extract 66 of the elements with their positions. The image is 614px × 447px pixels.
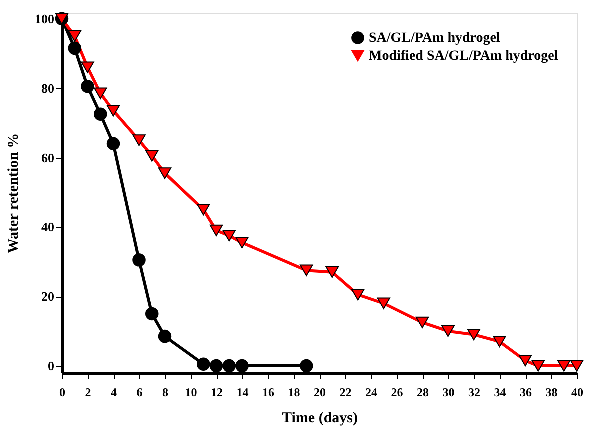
- point: [352, 289, 365, 301]
- y-tick-label: 40: [42, 220, 54, 235]
- point: [81, 80, 94, 94]
- x-tick-label: 24: [366, 386, 378, 400]
- point: [416, 316, 430, 328]
- point: [442, 326, 455, 338]
- x-tick-label: 20: [314, 386, 326, 400]
- x-tick-label: 30: [442, 386, 455, 400]
- point: [326, 266, 339, 278]
- point: [158, 168, 172, 180]
- x-tick-label: 18: [288, 386, 300, 400]
- point: [146, 150, 159, 162]
- point: [300, 359, 314, 373]
- x-tick-label: 2: [85, 386, 92, 400]
- point: [493, 336, 506, 348]
- point: [467, 329, 481, 341]
- point: [106, 105, 120, 117]
- x-tick-label: 8: [162, 386, 168, 400]
- point: [222, 359, 236, 373]
- point: [94, 108, 108, 121]
- point: [94, 88, 108, 100]
- point: [236, 237, 249, 249]
- y-tick-label: 20: [42, 289, 54, 304]
- point: [377, 298, 390, 310]
- legend-label: Modified SA/GL/PAm hydrogel: [369, 49, 558, 64]
- point: [68, 42, 82, 56]
- x-tick-label: 6: [136, 386, 143, 400]
- x-tick-label: 22: [340, 386, 352, 400]
- point: [236, 359, 249, 373]
- x-tick-label: 26: [391, 386, 404, 400]
- x-tick-label: 0: [60, 386, 66, 400]
- y-tick-label: 60: [42, 150, 54, 166]
- y-axis-title: Water retention %: [6, 133, 22, 254]
- x-tick-label: 4: [111, 386, 117, 400]
- point: [197, 204, 210, 216]
- point: [222, 230, 236, 242]
- legend-label: SA/GL/PAm hydrogel: [369, 31, 500, 46]
- x-tick-label: 28: [417, 386, 429, 400]
- y-tick-label: 0: [48, 358, 54, 374]
- point: [132, 254, 146, 267]
- point: [570, 360, 584, 372]
- point: [132, 134, 146, 146]
- point: [300, 264, 314, 276]
- x-tick-label: 14: [236, 386, 249, 400]
- x-tick-label: 40: [572, 386, 584, 400]
- x-tick-label: 38: [546, 386, 558, 400]
- y-tick-label: 80: [42, 80, 54, 96]
- point: [558, 360, 571, 372]
- x-tick-label: 16: [262, 386, 274, 400]
- point: [106, 137, 120, 150]
- point: [68, 30, 82, 42]
- point: [81, 62, 94, 74]
- x-tick-label: 34: [494, 386, 506, 400]
- x-tick-label: 36: [520, 386, 532, 400]
- x-tick-label: 32: [468, 386, 480, 400]
- point: [210, 359, 224, 373]
- point: [518, 355, 532, 367]
- point: [532, 360, 545, 372]
- point: [210, 224, 224, 236]
- x-axis-title: Time (days): [282, 410, 358, 426]
- point: [158, 330, 172, 344]
- x-tick-label: 10: [185, 386, 198, 400]
- x-tick-label: 12: [211, 386, 223, 400]
- point: [146, 307, 159, 321]
- point: [197, 358, 210, 371]
- y-tick-label: 100: [35, 11, 54, 26]
